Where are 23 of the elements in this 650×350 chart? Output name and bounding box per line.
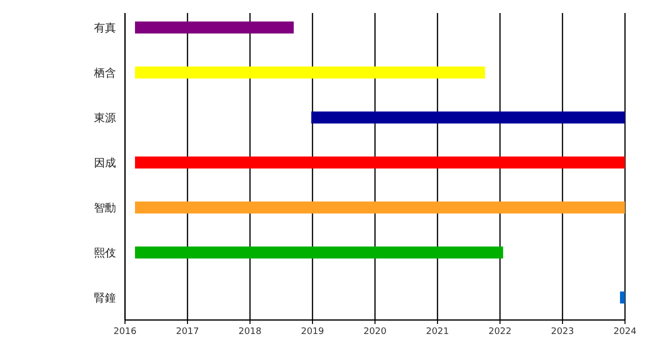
bar	[135, 22, 294, 34]
y-tick-label: 智勳	[94, 202, 116, 214]
y-tick-label: 東源	[94, 112, 116, 124]
x-tick-label: 2022	[488, 327, 512, 337]
bar	[135, 202, 625, 214]
y-tick-label: 腎鐘	[94, 292, 116, 304]
y-tick-label: 有真	[94, 22, 116, 34]
x-tick-label: 2018	[238, 327, 262, 337]
y-tick-label: 熙伎	[94, 246, 116, 260]
bar	[135, 156, 625, 168]
bar	[620, 292, 625, 304]
x-tick-label: 2017	[176, 327, 199, 337]
x-tick-label: 2016	[114, 327, 137, 337]
x-tick-label: 2023	[551, 327, 574, 337]
x-tick-label: 2019	[301, 327, 324, 337]
bar	[311, 112, 625, 124]
x-tick-label: 2020	[364, 327, 387, 337]
bar	[135, 246, 504, 258]
x-tick-label: 2024	[614, 327, 637, 337]
y-tick-label: 栖含	[93, 66, 116, 80]
bar	[135, 66, 485, 78]
y-tick-label: 因成	[94, 156, 116, 170]
x-tick-label: 2021	[426, 327, 449, 337]
